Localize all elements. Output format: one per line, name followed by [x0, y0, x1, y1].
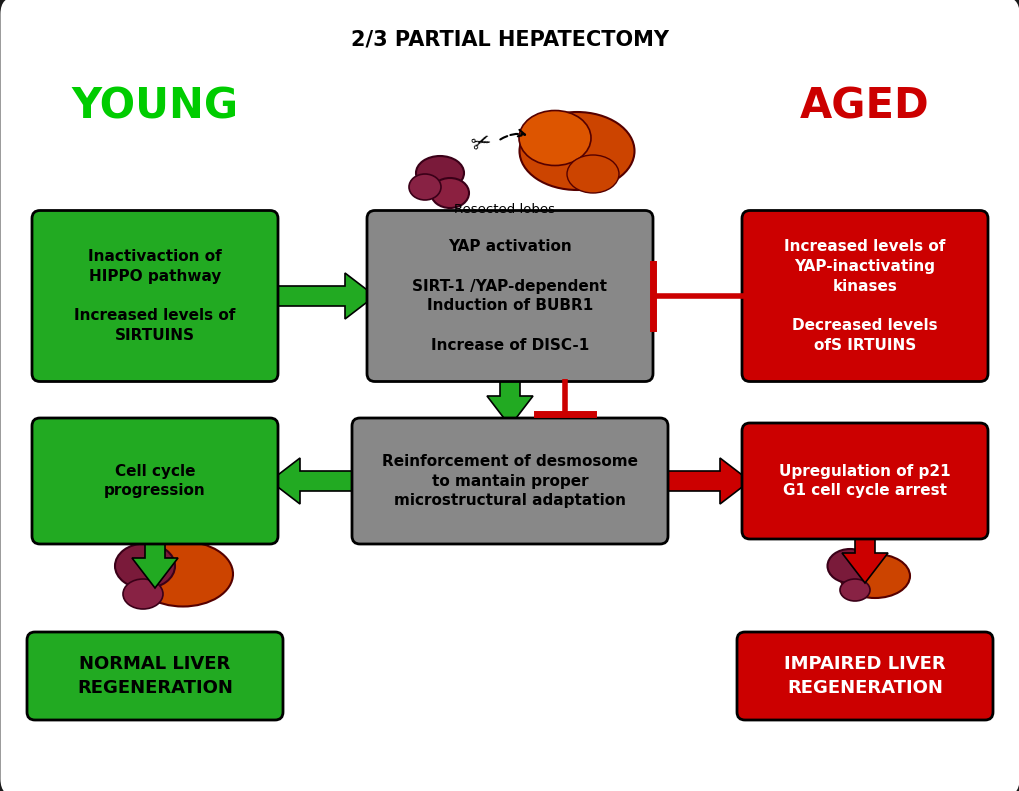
FancyArrow shape — [486, 373, 533, 426]
Ellipse shape — [115, 543, 175, 589]
Text: YOUNG: YOUNG — [71, 85, 238, 127]
FancyArrow shape — [131, 536, 178, 588]
FancyArrow shape — [841, 531, 888, 583]
FancyBboxPatch shape — [352, 418, 667, 544]
FancyArrowPatch shape — [500, 130, 525, 139]
Ellipse shape — [519, 112, 634, 190]
Ellipse shape — [826, 549, 871, 583]
Text: Increased levels of
YAP-inactivating
kinases

Decreased levels
ofS IRTUINS: Increased levels of YAP-inactivating kin… — [784, 239, 945, 353]
Ellipse shape — [840, 579, 869, 601]
Ellipse shape — [416, 156, 464, 190]
FancyArrow shape — [270, 458, 360, 504]
FancyArrow shape — [659, 458, 749, 504]
Ellipse shape — [132, 542, 232, 607]
Ellipse shape — [840, 554, 909, 598]
Text: Inactivaction of
HIPPO pathway

Increased levels of
SIRTUINS: Inactivaction of HIPPO pathway Increased… — [74, 249, 235, 343]
Text: YAP activation

SIRT-1 /YAP-dependent
Induction of BUBR1

Increase of DISC-1: YAP activation SIRT-1 /YAP-dependent Ind… — [412, 239, 607, 353]
FancyBboxPatch shape — [741, 423, 987, 539]
FancyBboxPatch shape — [741, 210, 987, 381]
Text: ✂: ✂ — [468, 128, 495, 157]
Text: Reinforcement of desmosome
to mantain proper
microstructural adaptation: Reinforcement of desmosome to mantain pr… — [382, 454, 637, 509]
Ellipse shape — [567, 155, 619, 193]
FancyBboxPatch shape — [367, 210, 652, 381]
FancyBboxPatch shape — [32, 210, 278, 381]
Text: IMPAIRED LIVER
REGENERATION: IMPAIRED LIVER REGENERATION — [784, 655, 945, 697]
FancyArrow shape — [270, 273, 375, 319]
Text: NORMAL LIVER
REGENERATION: NORMAL LIVER REGENERATION — [77, 655, 232, 697]
Ellipse shape — [431, 178, 469, 208]
Ellipse shape — [123, 579, 163, 609]
Text: Upregulation of p21
G1 cell cycle arrest: Upregulation of p21 G1 cell cycle arrest — [779, 464, 950, 498]
FancyBboxPatch shape — [737, 632, 993, 720]
Text: 2/3 PARTIAL HEPATECTOMY: 2/3 PARTIAL HEPATECTOMY — [351, 29, 668, 49]
Text: Resected lobes: Resected lobes — [454, 202, 555, 215]
FancyBboxPatch shape — [32, 418, 278, 544]
Ellipse shape — [409, 174, 440, 200]
Ellipse shape — [519, 111, 590, 165]
Text: Cell cycle
progression: Cell cycle progression — [104, 464, 206, 498]
Text: AGED: AGED — [799, 85, 929, 127]
FancyBboxPatch shape — [26, 632, 282, 720]
